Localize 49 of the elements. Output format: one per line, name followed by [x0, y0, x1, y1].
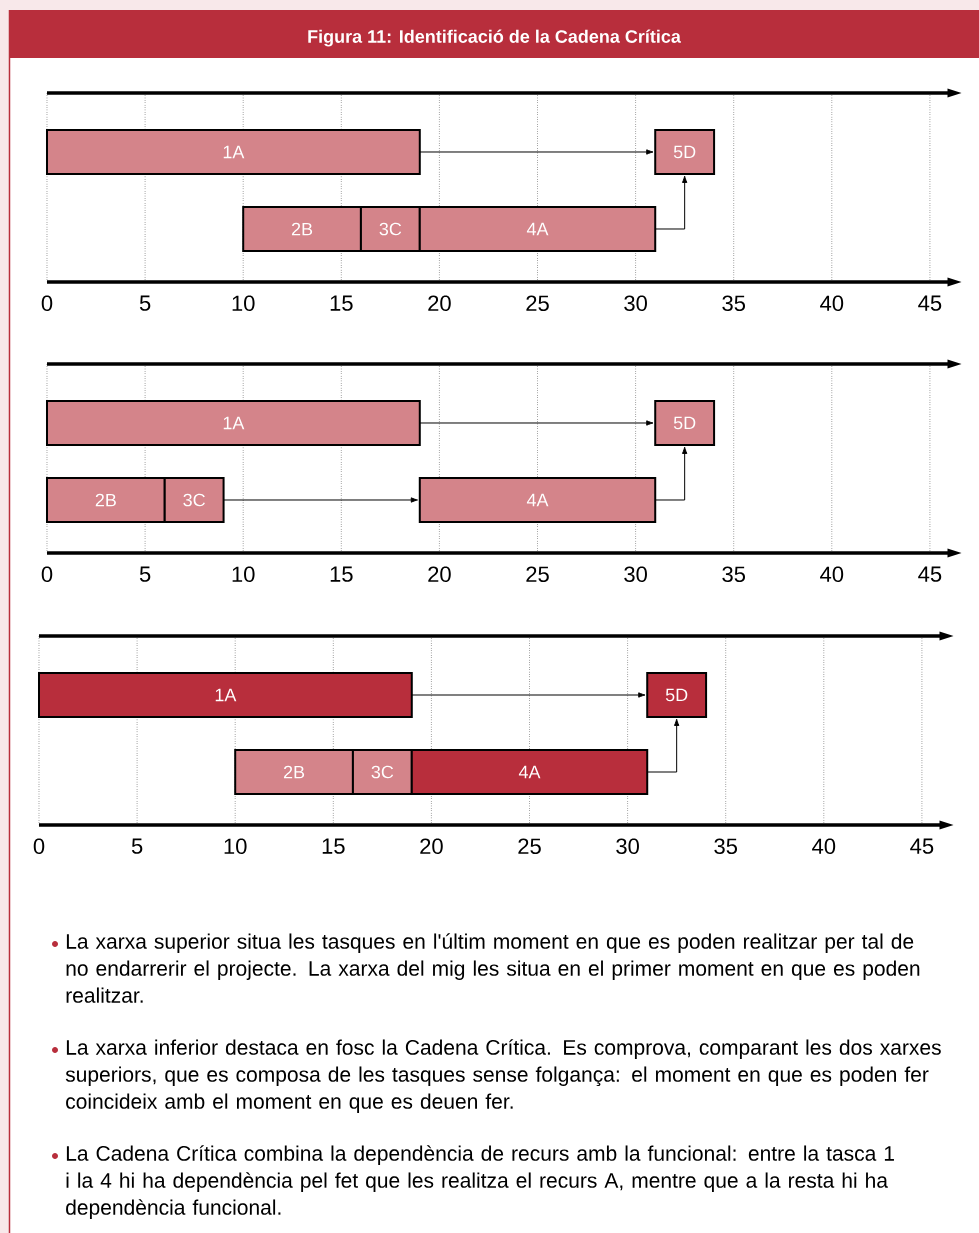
series-label: 5D — [665, 688, 688, 702]
x-tick-label: 30 — [616, 838, 639, 855]
chart-title: Figura 11: Identificació de la Cadena Crítica — [308, 29, 681, 47]
series-label: 5D — [673, 416, 696, 430]
series-label: 2B — [291, 222, 313, 236]
x-tick-label: 10 — [232, 295, 255, 312]
series-label: 3C — [379, 222, 402, 236]
x-tick-label: 5 — [139, 566, 151, 582]
x-tick-label: 15 — [330, 295, 353, 311]
series-label: 3C — [183, 493, 205, 507]
x-tick-label: 45 — [918, 566, 942, 582]
series-label: 5D — [673, 145, 696, 159]
x-tick-label: 15 — [330, 566, 353, 582]
x-tick-label: 10 — [224, 838, 247, 855]
x-tick-label: 45 — [910, 838, 934, 854]
x-tick-label: 45 — [918, 295, 942, 311]
x-tick-label: 25 — [518, 838, 541, 855]
x-tick-label: 5 — [139, 295, 151, 311]
x-tick-label: 35 — [714, 838, 738, 855]
text: La xarxa inferior destaca en fosc la Cadena Crítica. Es comprova, comparant les dos xarxes superiors, que es composa de les tasques sense folgança: el moment en que es poden fer coincideix amb el moment en que es deuen fer. — [65, 1039, 941, 1114]
series-label: 4A — [526, 222, 549, 236]
x-tick-label: 35 — [722, 295, 746, 312]
x-tick-label: 40 — [820, 295, 844, 312]
x-tick-label: 20 — [428, 295, 451, 312]
x-tick-label: 0 — [41, 295, 53, 312]
series-label: 4A — [526, 493, 549, 507]
series-label: 1A — [223, 416, 245, 430]
x-tick-label: 25 — [526, 566, 549, 583]
series-label: 4A — [518, 765, 541, 779]
x-tick-label: 15 — [322, 838, 345, 854]
x-tick-label: 10 — [232, 566, 255, 583]
x-tick-label: 40 — [820, 566, 844, 583]
x-tick-label: 5 — [131, 838, 143, 854]
x-tick-label: 25 — [526, 295, 549, 312]
x-tick-label: 20 — [428, 566, 451, 583]
text: La xarxa superior situa les tasques en l'últim moment en que es poden realitzar per tal de no endarrerir el projecte. La xarxa del mig les situa en el primer moment en que es poden realitzar. — [66, 933, 920, 1003]
series-label: 2B — [95, 493, 116, 507]
x-tick-label: 30 — [624, 295, 647, 312]
x-tick-label: 30 — [624, 566, 647, 583]
series-label: 3C — [371, 765, 394, 779]
text: La Cadena Crítica combina la dependència de recurs amb la funcional: entre la tasca 1 i la 4 hi ha dependència pel fet que les realitza el recurs A, mentre que a la resta hi ha dependència funcional. — [66, 1145, 894, 1220]
x-tick-label: 0 — [33, 838, 45, 855]
x-tick-label: 20 — [420, 838, 443, 855]
x-tick-label: 40 — [812, 838, 836, 855]
series-label: 1A — [223, 145, 245, 159]
series-label: 1A — [215, 688, 237, 702]
x-tick-label: 35 — [722, 566, 746, 583]
x-tick-label: 0 — [41, 566, 53, 583]
series-label: 2B — [283, 765, 305, 779]
